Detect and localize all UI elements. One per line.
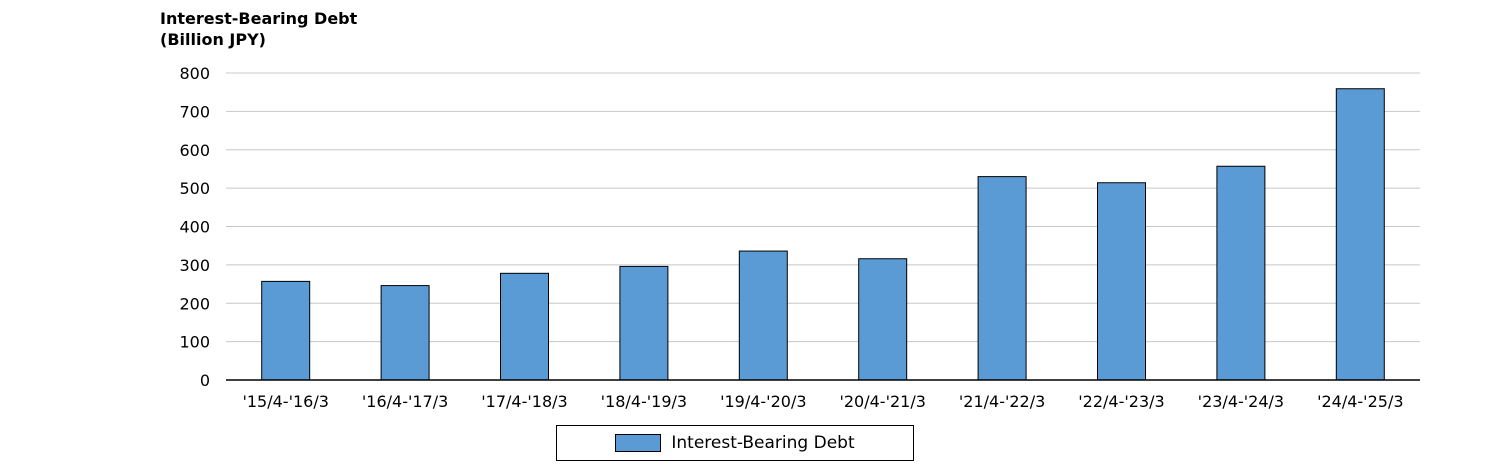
x-tick-label: '15/4-'16/3 bbox=[242, 392, 328, 411]
bar bbox=[977, 176, 1027, 381]
x-tick-label: '18/4-'19/3 bbox=[601, 392, 687, 411]
bar bbox=[261, 280, 311, 381]
bar bbox=[1097, 182, 1146, 381]
bar bbox=[738, 250, 788, 381]
x-tick-label: '23/4-'24/3 bbox=[1198, 392, 1284, 411]
y-tick-label: 600 bbox=[179, 141, 210, 160]
y-axis-title: Interest-Bearing Debt (Billion JPY) bbox=[160, 8, 357, 50]
bar bbox=[1335, 88, 1385, 381]
bar bbox=[619, 265, 669, 381]
x-tick-label: '16/4-'17/3 bbox=[362, 392, 448, 411]
x-tick-label: '19/4-'20/3 bbox=[720, 392, 806, 411]
x-tick-label: '24/4-'25/3 bbox=[1317, 392, 1403, 411]
y-tick-label: 700 bbox=[179, 102, 210, 121]
y-tick-label: 500 bbox=[179, 179, 210, 198]
y-tick-label: 100 bbox=[179, 333, 210, 352]
bar bbox=[1216, 165, 1266, 381]
y-axis-title-line-2: (Billion JPY) bbox=[160, 30, 266, 49]
x-tick-label: '21/4-'22/3 bbox=[959, 392, 1045, 411]
x-tick-label: '22/4-'23/3 bbox=[1078, 392, 1164, 411]
x-tick-label: '20/4-'21/3 bbox=[839, 392, 925, 411]
y-tick-label: 400 bbox=[179, 218, 210, 237]
y-tick-label: 200 bbox=[179, 294, 210, 313]
y-tick-label: 300 bbox=[179, 256, 210, 275]
bar bbox=[380, 285, 430, 381]
y-tick-label: 800 bbox=[179, 64, 210, 83]
bar bbox=[858, 258, 908, 381]
y-tick-label: 0 bbox=[200, 371, 210, 390]
x-tick-label: '17/4-'18/3 bbox=[481, 392, 567, 411]
legend: Interest-Bearing Debt bbox=[556, 425, 914, 461]
bar bbox=[500, 272, 549, 381]
y-axis-title-line-1: Interest-Bearing Debt bbox=[160, 9, 358, 28]
legend-swatch bbox=[615, 434, 662, 452]
legend-label: Interest-Bearing Debt bbox=[671, 433, 855, 453]
